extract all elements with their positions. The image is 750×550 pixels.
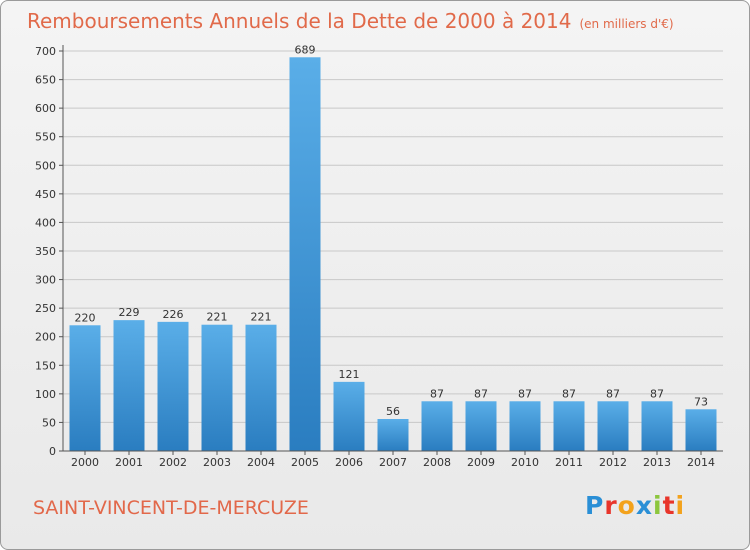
- bar: [509, 401, 541, 451]
- value-label: 87: [474, 387, 488, 400]
- value-labels: 220 229 226 221 221 689 121 56 87 87 87 87 87 87 73: [75, 43, 709, 418]
- x-tick-label: 2011: [555, 456, 583, 469]
- value-label: 229: [119, 306, 140, 319]
- y-tick-labels: 0 50 100 150 200 250 300 350 400 450 500 550 600 650 7…: [35, 45, 63, 458]
- bar: [641, 401, 673, 451]
- bar: [553, 401, 585, 451]
- proxiti-logo: Proxiti: [585, 491, 685, 520]
- value-label: 87: [430, 387, 444, 400]
- logo-letter: r: [604, 491, 618, 520]
- value-label: 221: [207, 311, 228, 324]
- y-tick-label: 50: [42, 416, 56, 429]
- bar: [201, 324, 233, 451]
- bar: [333, 381, 365, 451]
- bar: [69, 325, 101, 451]
- bar: [157, 321, 189, 451]
- bar: [465, 401, 497, 451]
- value-label: 87: [518, 387, 532, 400]
- x-tick-label: 2014: [687, 456, 715, 469]
- y-tick-label: 550: [35, 131, 56, 144]
- y-tick-label: 600: [35, 102, 56, 115]
- value-label: 226: [163, 308, 184, 321]
- x-tick-labels: 2000 2001 2002 2003 2004 2005 2006 2007 2008 2009…: [71, 451, 715, 469]
- x-tick-label: 2007: [379, 456, 407, 469]
- town-name: SAINT-VINCENT-DE-MERCUZE: [33, 497, 309, 519]
- logo-letter: x: [635, 491, 653, 520]
- value-label: 221: [251, 311, 272, 324]
- bar: [421, 401, 453, 451]
- y-tick-label: 300: [35, 274, 56, 287]
- logo-letter: P: [585, 491, 605, 520]
- bar: [377, 419, 409, 451]
- value-label: 689: [295, 43, 316, 56]
- value-label: 87: [562, 387, 576, 400]
- x-tick-label: 2013: [643, 456, 671, 469]
- logo-letter: i: [675, 491, 686, 520]
- bar: [597, 401, 629, 451]
- y-tick-label: 100: [35, 388, 56, 401]
- y-tick-label: 400: [35, 216, 56, 229]
- logo-letter: t: [662, 491, 676, 520]
- x-tick-label: 2004: [247, 456, 275, 469]
- y-tick-label: 700: [35, 45, 56, 58]
- x-tick-label: 2009: [467, 456, 495, 469]
- value-label: 87: [606, 387, 620, 400]
- y-tick-label: 0: [49, 445, 56, 458]
- bar: [245, 324, 277, 451]
- value-label: 220: [75, 311, 96, 324]
- value-label: 73: [694, 395, 708, 408]
- chart-unit: (en milliers d'€): [579, 17, 674, 31]
- y-tick-label: 500: [35, 159, 56, 172]
- y-tick-label: 450: [35, 188, 56, 201]
- y-tick-label: 200: [35, 331, 56, 344]
- x-tick-label: 2002: [159, 456, 187, 469]
- x-tick-label: 2008: [423, 456, 451, 469]
- value-label: 87: [650, 387, 664, 400]
- bar: [685, 409, 717, 451]
- x-tick-label: 2003: [203, 456, 231, 469]
- x-tick-label: 2000: [71, 456, 99, 469]
- bars: [69, 57, 717, 452]
- value-label: 121: [339, 368, 360, 381]
- bar: [289, 57, 321, 452]
- chart-title-row: Remboursements Annuels de la Dette de 20…: [27, 9, 674, 33]
- y-tick-label: 350: [35, 245, 56, 258]
- bar: [113, 320, 145, 451]
- logo-letter: i: [653, 491, 663, 520]
- y-tick-label: 650: [35, 74, 56, 87]
- value-label: 56: [386, 405, 400, 418]
- x-tick-label: 2006: [335, 456, 363, 469]
- x-tick-label: 2001: [115, 456, 143, 469]
- y-tick-label: 250: [35, 302, 56, 315]
- y-tick-label: 150: [35, 359, 56, 372]
- x-tick-label: 2005: [291, 456, 319, 469]
- chart-title: Remboursements Annuels de la Dette de 20…: [27, 9, 572, 33]
- logo-letter: o: [617, 491, 636, 520]
- x-tick-label: 2010: [511, 456, 539, 469]
- x-tick-label: 2012: [599, 456, 627, 469]
